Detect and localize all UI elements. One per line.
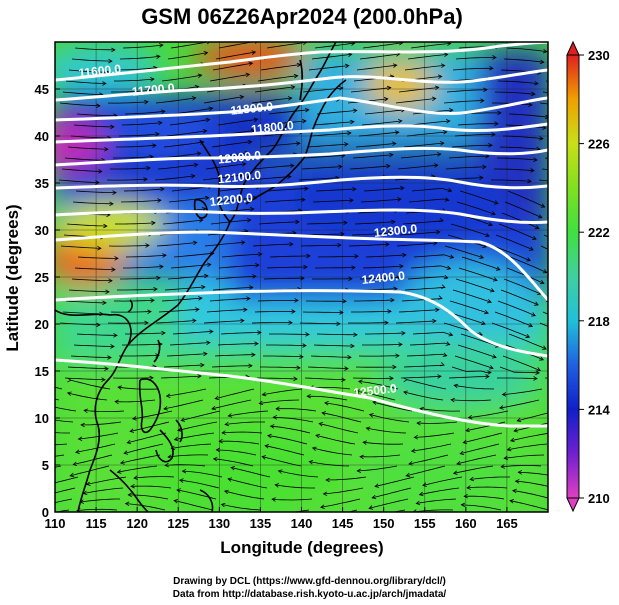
colorbar-tick-label: 222 — [588, 225, 610, 240]
contour-label: 11800.0 — [250, 118, 294, 136]
y-tick-label: 35 — [35, 176, 49, 191]
x-axis-ticks: 110 115 120 125 130 135 140 145 150 155 160 165 — [45, 507, 518, 531]
y-tick-label: 30 — [35, 223, 49, 238]
x-tick-label: 110 — [45, 516, 66, 531]
y-tick-label: 25 — [35, 270, 49, 285]
x-tick-label: 160 — [455, 516, 477, 531]
x-tick-label: 150 — [373, 516, 395, 531]
y-axis-label: Latitude (degrees) — [3, 204, 22, 351]
x-tick-label: 145 — [332, 516, 354, 531]
y-tick-label: 0 — [42, 505, 49, 520]
colorbar-tick-label: 214 — [588, 402, 610, 417]
credit-drawing: Drawing by DCL (https://www.gfd-dennou.o… — [173, 576, 446, 587]
contour-label: 12000.0 — [217, 148, 262, 166]
y-tick-label: 15 — [35, 364, 49, 379]
colorbar: 210 214 218 222 226 230 — [566, 40, 610, 513]
x-tick-label: 120 — [126, 516, 148, 531]
y-axis-ticks: 0 5 10 15 20 25 30 35 40 45 — [35, 82, 60, 520]
x-tick-label: 115 — [86, 516, 107, 531]
colorbar-tick-label: 230 — [588, 48, 610, 63]
x-tick-label: 135 — [250, 516, 272, 531]
contour-label: 12500.0 — [353, 381, 398, 399]
contour-label: 11600.0 — [78, 62, 122, 80]
y-tick-label: 20 — [35, 317, 49, 332]
contour-label: 12100.0 — [217, 168, 262, 186]
x-axis-label: Longitude (degrees) — [220, 538, 383, 557]
credit-data: Data from http://database.rish.kyoto-u.a… — [172, 589, 447, 600]
y-tick-label: 5 — [42, 458, 49, 473]
contour-label: 11700.0 — [131, 80, 175, 98]
map-title: GSM 06Z26Apr2024 (200.0hPa) — [141, 4, 463, 29]
x-tick-label: 130 — [208, 516, 230, 531]
contour-label: 11800.0 — [230, 99, 274, 117]
contour-label: 12300.0 — [373, 221, 418, 239]
contour-label: 12400.0 — [361, 268, 406, 286]
x-tick-label: 155 — [414, 516, 436, 531]
colorbar-tick-label: 210 — [588, 491, 610, 506]
colorbar-tick-label: 218 — [588, 314, 610, 329]
colorbar-tick-label: 226 — [588, 137, 610, 152]
contour-label: 12200.0 — [209, 190, 254, 208]
y-tick-label: 45 — [35, 82, 49, 97]
x-tick-label: 140 — [291, 516, 313, 531]
x-tick-label: 165 — [496, 516, 518, 531]
y-tick-label: 10 — [35, 411, 49, 426]
y-tick-label: 40 — [35, 129, 49, 144]
x-tick-label: 125 — [167, 516, 189, 531]
coastlines — [55, 42, 347, 512]
height-contours — [55, 42, 548, 428]
